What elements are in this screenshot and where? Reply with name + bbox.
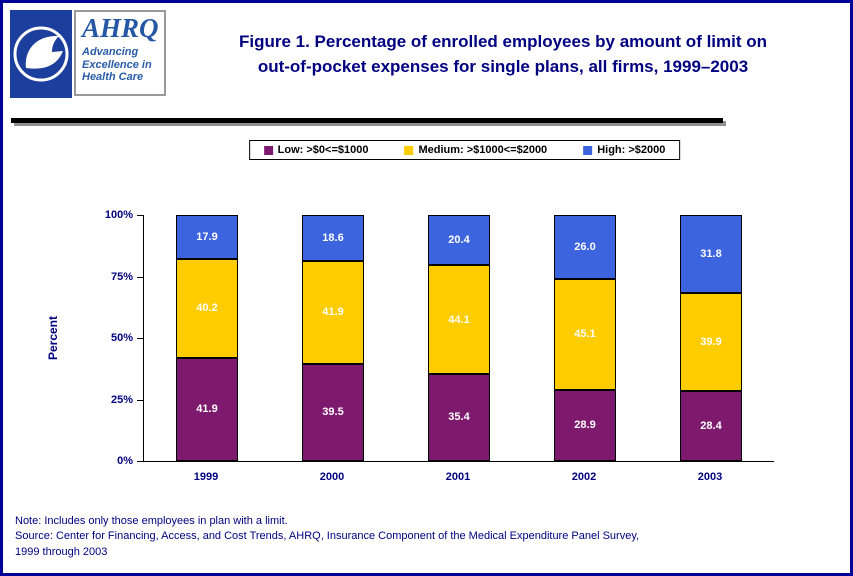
figure-title-line1: Figure 1. Percentage of enrolled employe…: [238, 32, 768, 51]
bar-segment: 31.8: [680, 215, 742, 294]
y-tick-mark: [137, 215, 143, 216]
hhs-eagle-icon: [10, 10, 72, 98]
legend-label: Low: >$0<=$1000: [277, 144, 369, 156]
x-tick-label: 2002: [571, 471, 597, 483]
x-tick-label: 2000: [319, 471, 345, 483]
y-tick-label: 25%: [110, 393, 133, 406]
y-tick-mark: [137, 399, 143, 401]
y-tick-label: 100%: [104, 209, 133, 221]
bar-segment: 20.4: [428, 215, 490, 266]
legend-swatch: [404, 145, 414, 155]
x-tick-label: 2001: [445, 471, 471, 483]
y-tick-mark: [137, 338, 143, 339]
bar-segment: 39.9: [680, 293, 742, 392]
chart-legend: Low: >$0<=$1000 Medium: >$1000<=$2000 High…: [248, 140, 681, 160]
logo-group: AHRQ Advancing Excellence in Health Care: [10, 10, 166, 98]
footer-notes: Note: Includes only those employees in p…: [15, 514, 838, 560]
x-axis-labels: 1999 2000 2001 2002 2003: [143, 471, 773, 483]
ahrq-tagline: Advancing Excellence in Health Care: [82, 46, 160, 84]
y-axis-label: Percent: [46, 315, 61, 361]
source-text-line1: Source: Center for Financing, Access, an…: [15, 530, 640, 543]
bar-segment: 17.9: [176, 215, 238, 260]
bar-segment: 39.5: [302, 363, 364, 461]
bar-segment: 41.9: [176, 357, 238, 461]
x-tick-label: 2003: [697, 471, 723, 483]
y-tick-label: 0%: [117, 455, 133, 467]
bar-segment: 35.4: [428, 373, 490, 461]
stacked-bar-2000: 39.5 41.9 18.6: [302, 215, 364, 461]
hhs-logo: [10, 10, 72, 98]
legend-label: High: >$2000: [597, 144, 666, 156]
header-divider: [11, 118, 723, 123]
stacked-bar-2003: 28.4 39.9 31.8: [680, 215, 742, 461]
x-tick-label: 1999: [193, 471, 219, 483]
bars-container: 41.9 40.2 17.9 39.5 41.9 18.6 35.4 44.1 20.4 28.9…: [144, 215, 774, 461]
figure-title-line2: out-of-pocket expenses for single plans,…: [257, 56, 749, 76]
plot-area: 41.9 40.2 17.9 39.5 41.9 18.6 35.4 44.1 20.4 28.9…: [143, 215, 774, 462]
stacked-bar-chart: Percent 0% 25% 50% 75% 100% 41.9 40.2 17.9 39.5…: [3, 175, 850, 505]
source-text-line2: 1999 through 2003: [15, 545, 108, 558]
y-tick-mark: [137, 461, 143, 462]
legend-swatch: [583, 145, 593, 155]
legend-label: Medium: >$1000<=$2000: [418, 144, 548, 156]
header: AHRQ Advancing Excellence in Health Care…: [3, 3, 850, 109]
bar-segment: 45.1: [554, 278, 616, 390]
figure-title: Figure 1. Percentage of enrolled employe…: [166, 10, 840, 79]
ahrq-logo: AHRQ Advancing Excellence in Health Care: [74, 10, 166, 96]
bar-segment: 44.1: [428, 265, 490, 374]
stacked-bar-1999: 41.9 40.2 17.9: [176, 215, 238, 461]
bar-segment: 28.9: [554, 389, 616, 461]
bar-segment: 40.2: [176, 259, 238, 358]
y-tick-mark: [137, 276, 143, 278]
stacked-bar-2002: 28.9 45.1 26.0: [554, 215, 616, 461]
legend-item: Medium: >$1000<=$2000: [404, 144, 547, 156]
ahrq-acronym: AHRQ: [82, 13, 159, 43]
bar-segment: 26.0: [554, 215, 616, 279]
y-tick-label: 75%: [110, 270, 133, 283]
legend-item: High: >$2000: [583, 144, 665, 156]
ahrq-tagline-line: Advancing: [82, 46, 139, 58]
ahrq-tagline-line: Health Care: [82, 71, 144, 84]
legend-swatch: [263, 145, 273, 155]
ahrq-tagline-line: Excellence in: [82, 58, 152, 71]
bar-segment: 28.4: [680, 391, 742, 461]
legend-item: Low: >$0<=$1000: [263, 144, 369, 156]
bar-segment: 41.9: [302, 260, 364, 364]
y-tick-label: 50%: [110, 332, 133, 344]
note-text: Note: Includes only those employees in p…: [15, 515, 288, 527]
stacked-bar-2001: 35.4 44.1 20.4: [428, 215, 490, 461]
bar-segment: 18.6: [302, 215, 364, 261]
